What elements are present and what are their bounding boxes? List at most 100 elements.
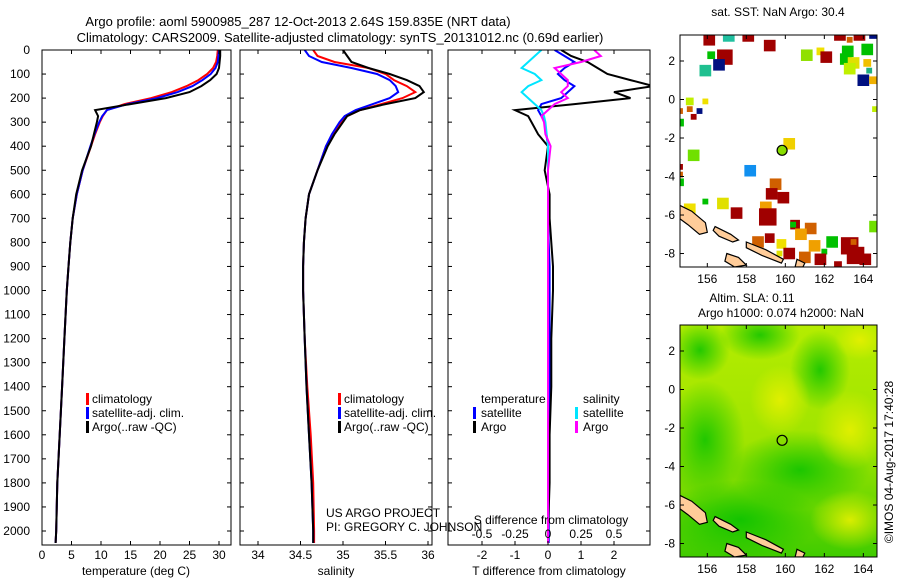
legend-swatch-argo (338, 421, 341, 433)
temperature-tick-label: 5 (68, 548, 75, 562)
sst-cell (861, 43, 874, 56)
depth-tick-label: 1400 (3, 380, 30, 394)
s-difference-axis-label: S difference from climatology (474, 513, 629, 527)
latitude-tick-label: -2 (664, 421, 675, 435)
legend-label: climatology (92, 392, 152, 406)
sst-cell (680, 108, 683, 114)
temperature-axis-label: temperature (deg C) (82, 564, 190, 578)
s-difference-tick-label: 0.5 (606, 527, 623, 541)
sst-cell (834, 35, 846, 41)
t-difference-axis-label: T difference from climatology (472, 564, 626, 578)
sst-cell (857, 74, 870, 87)
legend-swatch-satellite (86, 407, 89, 419)
latitude-tick-label: -2 (664, 131, 675, 145)
longitude-tick-label: 164 (853, 562, 873, 576)
salinity-tick-label: 35 (336, 548, 350, 562)
legend-label: Argo (481, 420, 507, 434)
depth-tick-label: 1900 (3, 500, 30, 514)
depth-tick-label: 1600 (3, 428, 30, 442)
land-island (745, 531, 785, 554)
salinity-line-argo (302, 50, 426, 543)
sst-cell (713, 59, 725, 71)
salinity-line-satellite-adj-clim- (302, 50, 400, 543)
salinity-panel (302, 50, 426, 543)
salinity-tick-label: 34.5 (289, 548, 313, 562)
latitude-tick-label: 0 (668, 92, 675, 106)
difference-panel (511, 50, 650, 543)
sst-cell (690, 113, 697, 120)
land-island (794, 258, 806, 267)
sst-cell (752, 236, 764, 248)
latitude-tick-label: -4 (664, 460, 675, 474)
sst-map-title: sat. SST: NaN Argo: 30.4 (711, 5, 845, 19)
sst-cell (866, 67, 873, 74)
sst-cell (763, 39, 776, 52)
sst-cell (699, 64, 712, 77)
sst-cell (869, 35, 877, 39)
salinity-tick-label: 36 (421, 548, 435, 562)
temperature-line-argo (54, 50, 222, 544)
sst-cell (777, 191, 790, 204)
legend-label: satellite-adj. clim. (344, 406, 436, 420)
legend-label: satellite (583, 406, 624, 420)
sst-cell (680, 178, 684, 187)
longitude-tick-label: 164 (853, 272, 873, 286)
sst-map (680, 35, 877, 267)
temperature-tick-label: 15 (124, 548, 138, 562)
temperature-tick-label: 25 (183, 548, 197, 562)
legend-header-salinity: salinity (583, 392, 620, 406)
legend-swatch-t-satellite (473, 407, 476, 419)
sst-cell (820, 51, 833, 63)
sst-cell (730, 207, 743, 219)
land-island (724, 542, 748, 557)
sst-cell (850, 239, 857, 245)
salinity-line-climatology (302, 50, 418, 543)
project-credit: US ARGO PROJECT (326, 506, 441, 520)
sst-cell (841, 45, 854, 58)
depth-tick-label: 1500 (3, 404, 30, 418)
sst-cell (839, 53, 852, 65)
temperature-line-climatology (54, 50, 219, 544)
sst-cell (869, 76, 877, 85)
land-island (712, 225, 740, 243)
t-difference-tick-label: 2 (611, 548, 618, 562)
figure-title-line1: Argo profile: aoml 5900985_287 12-Oct-20… (85, 14, 510, 29)
depth-tick-label: 1200 (3, 332, 30, 346)
latitude-tick-label: -8 (664, 537, 675, 551)
argo-position-marker (776, 434, 788, 446)
sst-cell (687, 149, 700, 162)
longitude-tick-label: 160 (775, 562, 795, 576)
sst-cell (744, 164, 757, 177)
sst-cell (703, 35, 716, 46)
latitude-tick-label: 0 (668, 382, 675, 396)
depth-tick-label: 1800 (3, 476, 30, 490)
legend-label: Argo(..raw -QC) (344, 420, 429, 434)
sst-cell (804, 222, 817, 235)
land-island (712, 515, 740, 533)
legend-label: Argo (583, 420, 609, 434)
sst-cell (680, 171, 683, 178)
sst-cell (869, 220, 877, 233)
legend-label: climatology (344, 392, 404, 406)
sst-cell (776, 250, 783, 257)
sst-cell (707, 51, 716, 60)
imos-timestamp: ©IMOS 04-Aug-2017 17:40:28 (882, 381, 896, 544)
sst-cell (853, 35, 866, 41)
depth-tick-label: 400 (10, 139, 30, 153)
sst-cell (759, 201, 772, 214)
s-difference-tick-label: 0.25 (569, 527, 593, 541)
sst-cell (795, 228, 807, 241)
sst-cell (843, 62, 856, 75)
depth-tick-label: 800 (10, 235, 30, 249)
sst-cell (764, 233, 775, 243)
difference-legend: temperature salinity satellite Argo sate… (473, 392, 624, 434)
sst-cell (808, 240, 821, 252)
sst-cell (798, 251, 811, 264)
depth-tick-label: 700 (10, 211, 30, 225)
difference-panel-frame (447, 49, 651, 546)
legend-swatch-argo (86, 421, 89, 433)
sst-cell (765, 188, 778, 200)
legend-swatch-climatology (86, 393, 89, 405)
sst-cell (717, 197, 729, 210)
figure-title-line2: Climatology: CARS2009. Satellite-adjuste… (77, 30, 604, 45)
